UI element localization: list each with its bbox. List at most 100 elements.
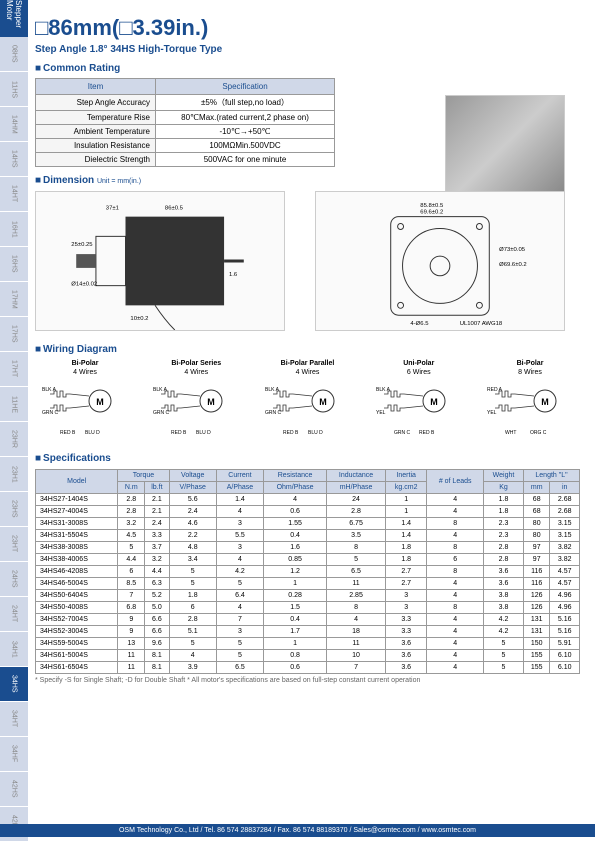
- svg-text:BLK A: BLK A: [265, 387, 280, 393]
- svg-text:RED B: RED B: [171, 430, 187, 436]
- common-value: -10℃→+50℃: [156, 125, 335, 139]
- svg-text:GRN C: GRN C: [42, 410, 59, 416]
- front-view: 85.8±0.5 69.6±0.2 Ø73±0.05 Ø69.6±0.2 4-Ø…: [315, 191, 565, 331]
- table-row: 34HS31-5504S4.53.32.25.50.43.51.442.3803…: [36, 530, 580, 542]
- sidebar-item[interactable]: 17HM: [0, 282, 28, 317]
- wiring-diagram: Bi-Polar4 WiresMBLK AGRN CRED BBLU D: [35, 360, 135, 445]
- sidebar-item[interactable]: 42HS: [0, 772, 28, 807]
- sidebar-item[interactable]: 23HS: [0, 492, 28, 527]
- sidebar-item[interactable]: 17HT: [0, 352, 28, 387]
- svg-text:GRN C: GRN C: [394, 430, 411, 436]
- table-row: 34HS59-5004S139.6551113.6451505.91: [36, 638, 580, 650]
- svg-text:BLU D: BLU D: [85, 430, 100, 436]
- common-label: Ambient Temperature: [36, 125, 156, 139]
- sidebar-item[interactable]: 24HS: [0, 562, 28, 597]
- svg-text:1.6: 1.6: [229, 272, 238, 278]
- footer: OSM Technology Co., Ltd / Tel. 86 574 28…: [0, 824, 595, 837]
- table-row: 34HS61-5004S118.1450.8103.6451556.10: [36, 650, 580, 662]
- table-row: 34HS38-4006S4.43.23.440.8551.862.8973.82: [36, 554, 580, 566]
- dimension-drawings: 37±1 86±0.5 25±0.25 Ø14±0.02 1.6 10±0.2 …: [35, 191, 580, 336]
- svg-text:M: M: [208, 397, 216, 407]
- sidebar-item[interactable]: 34HT: [0, 702, 28, 737]
- sidebar-item[interactable]: 34H1: [0, 632, 28, 667]
- sidebar-item[interactable]: 14HT: [0, 177, 28, 212]
- svg-text:RED B: RED B: [60, 430, 76, 436]
- svg-text:ORG C: ORG C: [530, 430, 547, 436]
- common-rating-table: ItemSpecification Step Angle Accuracy±5%…: [35, 78, 335, 167]
- sidebar-item[interactable]: 23HT: [0, 527, 28, 562]
- svg-text:M: M: [319, 397, 327, 407]
- sidebar-item[interactable]: 16HS: [0, 247, 28, 282]
- svg-text:GRN C: GRN C: [265, 410, 282, 416]
- wiring-diagrams: Bi-Polar4 WiresMBLK AGRN CRED BBLU DBi-P…: [35, 360, 580, 445]
- sidebar-item[interactable]: 14HM: [0, 107, 28, 142]
- svg-text:Ø14±0.02: Ø14±0.02: [71, 282, 97, 288]
- specs-heading: Specifications: [35, 453, 580, 464]
- svg-text:85.8±0.5: 85.8±0.5: [420, 203, 444, 209]
- svg-text:BLK A: BLK A: [376, 387, 391, 393]
- sidebar-item[interactable]: 16H1: [0, 212, 28, 247]
- svg-text:BLU D: BLU D: [196, 430, 211, 436]
- svg-text:GRN C: GRN C: [153, 410, 170, 416]
- svg-text:M: M: [541, 397, 549, 407]
- common-value: 100MΩMin.500VDC: [156, 139, 335, 153]
- col-spec: Specification: [156, 79, 335, 95]
- sidebar-category: Stepper Motor: [0, 0, 28, 37]
- common-value: 80℃Max.(rated current,2 phase on): [156, 111, 335, 125]
- sidebar-item[interactable]: 24HT: [0, 597, 28, 632]
- svg-text:BLU D: BLU D: [308, 430, 323, 436]
- svg-text:4-Ø6.5: 4-Ø6.5: [410, 321, 429, 327]
- sidebar-item[interactable]: 14HS: [0, 142, 28, 177]
- svg-text:10±0.2: 10±0.2: [130, 316, 148, 322]
- table-row: 34HS52-7004S96.62.870.443.344.21315.16: [36, 614, 580, 626]
- side-view: 37±1 86±0.5 25±0.25 Ø14±0.02 1.6 10±0.2: [35, 191, 285, 331]
- svg-text:RED B: RED B: [283, 430, 299, 436]
- specs-table: ModelTorqueVoltageCurrentResistanceInduc…: [35, 469, 580, 674]
- table-row: 34HS46-4208S64.454.21.26.52.783.61164.57: [36, 566, 580, 578]
- sidebar-item[interactable]: 11HS: [0, 72, 28, 107]
- page-subtitle: Step Angle 1.8° 34HS High-Torque Type: [35, 44, 580, 55]
- table-row: 34HS27-4004S2.82.12.440.62.8141.8682.68: [36, 506, 580, 518]
- sidebar: Stepper Motor 08HS11HS14HM14HS14HT16H116…: [0, 0, 28, 842]
- motor-photo: [445, 95, 565, 195]
- common-label: Temperature Rise: [36, 111, 156, 125]
- table-row: 34HS27-1404S2.82.15.61.4424141.8682.68: [36, 494, 580, 506]
- table-row: 34HS50-6404S75.21.86.40.282.85343.81264.…: [36, 590, 580, 602]
- svg-text:RED B: RED B: [419, 430, 435, 436]
- table-row: 34HS50-4008S6.85.0641.58383.81264.96: [36, 602, 580, 614]
- sidebar-item[interactable]: 23HR: [0, 422, 28, 457]
- common-value: 500VAC for one minute: [156, 153, 335, 167]
- content: □86mm(□3.39in.) Step Angle 1.8° 34HS Hig…: [35, 0, 580, 684]
- common-value: ±5%（full step,no load）: [156, 95, 335, 111]
- page-title: □86mm(□3.39in.): [35, 15, 580, 41]
- wiring-diagram: Bi-Polar Series4 WiresMBLK AGRN CRED BBL…: [146, 360, 246, 445]
- svg-text:M: M: [96, 397, 104, 407]
- sidebar-item[interactable]: 11HE: [0, 387, 28, 422]
- col-item: Item: [36, 79, 156, 95]
- svg-text:Ø69.6±0.2: Ø69.6±0.2: [499, 262, 527, 268]
- svg-text:BLK A: BLK A: [42, 387, 57, 393]
- table-row: 34HS46-5004S8.56.3551112.743.61164.57: [36, 578, 580, 590]
- wiring-diagram: Uni-Polar6 WiresMBLK AYELGRN CRED B: [369, 360, 469, 445]
- sidebar-item[interactable]: 17HS: [0, 317, 28, 352]
- svg-text:86±0.5: 86±0.5: [165, 206, 184, 212]
- wiring-diagram: Bi-Polar8 WiresMRED AYELWHTORG C: [480, 360, 580, 445]
- svg-text:YEL: YEL: [487, 410, 497, 416]
- common-label: Insulation Resistance: [36, 139, 156, 153]
- svg-text:BLK A: BLK A: [153, 387, 168, 393]
- sidebar-item[interactable]: 34HF: [0, 737, 28, 772]
- wiring-heading: Wiring Diagram: [35, 344, 580, 355]
- sidebar-item[interactable]: 23H1: [0, 457, 28, 492]
- svg-text:25±0.25: 25±0.25: [71, 242, 93, 248]
- table-row: 34HS31-3008S3.22.44.631.556.751.482.3803…: [36, 518, 580, 530]
- sidebar-item[interactable]: 08HS: [0, 37, 28, 72]
- svg-text:UL1007 AWG18: UL1007 AWG18: [460, 321, 503, 327]
- svg-text:69.6±0.2: 69.6±0.2: [420, 210, 443, 216]
- common-label: Dielectric Strength: [36, 153, 156, 167]
- table-row: 34HS52-3004S96.65.131.7183.344.21315.16: [36, 626, 580, 638]
- svg-text:YEL: YEL: [376, 410, 386, 416]
- sidebar-item[interactable]: 34HS: [0, 667, 28, 702]
- svg-text:WHT: WHT: [505, 430, 516, 436]
- svg-text:M: M: [430, 397, 438, 407]
- footnote: * Specify -S for Single Shaft; -D for Do…: [35, 677, 580, 684]
